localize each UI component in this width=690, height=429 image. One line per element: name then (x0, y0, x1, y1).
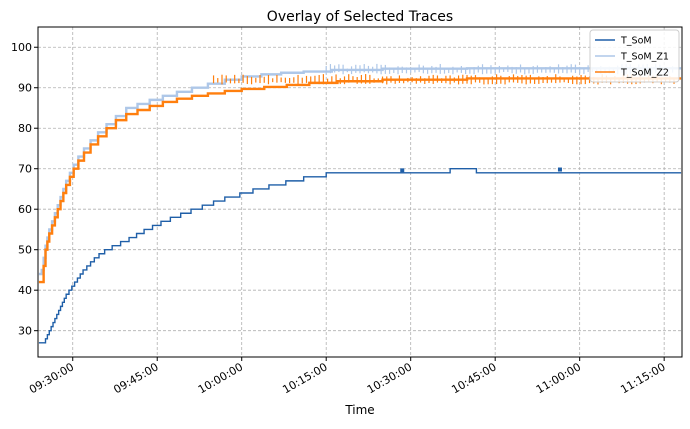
series-line (38, 168, 682, 344)
x-tick-label: 10:00:00 (196, 360, 245, 396)
x-tick-label: 09:30:00 (27, 360, 76, 396)
series-lines (38, 63, 682, 344)
series-marker (400, 168, 405, 173)
chart-title: Overlay of Selected Traces (267, 9, 453, 25)
x-tick-label: 10:45:00 (449, 360, 498, 396)
legend: T_SoM T_SoM_Z1 T_SoM_Z2 (589, 29, 680, 83)
x-tick-label: 10:15:00 (280, 360, 329, 396)
legend-label: T_SoM_Z1 (620, 52, 669, 63)
y-tick-label: 90 (18, 82, 32, 95)
x-tick-label: 09:45:00 (111, 360, 160, 396)
x-tick-label: 11:00:00 (534, 360, 583, 396)
legend-label: T_SoM_Z2 (620, 68, 669, 79)
gridlines (38, 27, 682, 357)
series-T_SoM (38, 167, 682, 344)
legend-box (589, 29, 680, 83)
y-tick-label: 40 (18, 284, 32, 297)
series-marker (557, 167, 562, 172)
y-tick-label: 100 (11, 41, 32, 54)
x-tick-label: 11:15:00 (618, 360, 667, 396)
y-tick-label: 70 (18, 163, 32, 176)
y-tick-label: 50 (18, 244, 32, 257)
series-line (38, 77, 682, 284)
y-tick-label: 60 (18, 203, 32, 216)
x-axis-label: Time (344, 403, 374, 417)
plot-frame (37, 26, 683, 358)
y-tick-label: 80 (18, 122, 32, 135)
y-tick-label: 30 (18, 325, 32, 338)
x-tick-label: 10:30:00 (365, 360, 414, 396)
legend-label: T_SoM (620, 36, 652, 47)
